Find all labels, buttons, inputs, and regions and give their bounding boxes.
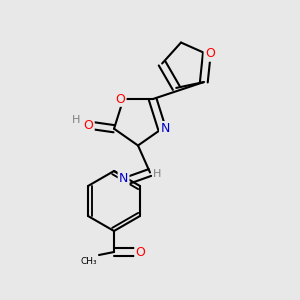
Text: CH₃: CH₃ [81,256,98,266]
Text: O: O [84,119,94,132]
Text: H: H [72,115,81,125]
Text: O: O [205,47,215,61]
Text: O: O [136,245,145,259]
Text: N: N [160,122,170,135]
Text: O: O [116,93,125,106]
Text: N: N [119,172,128,185]
Text: H: H [153,169,162,179]
